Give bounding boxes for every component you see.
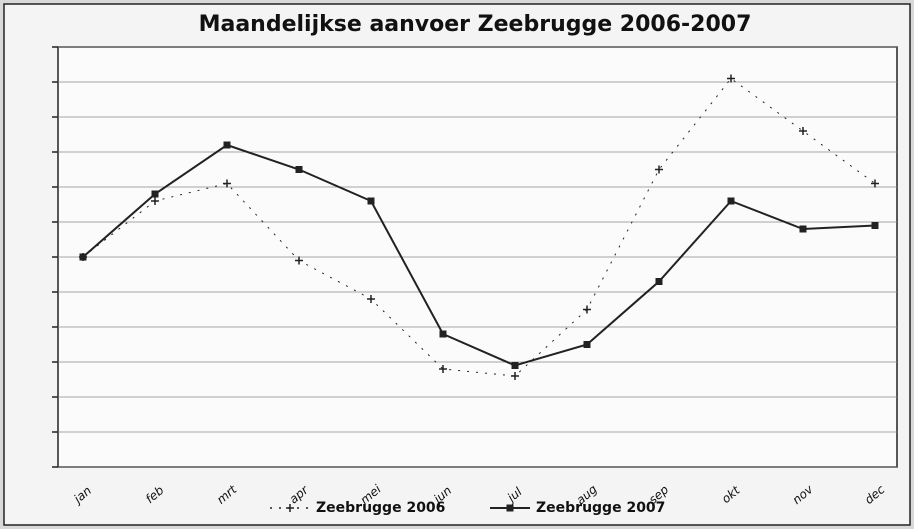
marker xyxy=(727,197,735,205)
marker xyxy=(367,295,375,303)
marker xyxy=(223,179,231,188)
marker xyxy=(151,190,159,198)
marker xyxy=(439,365,447,373)
legend-marker xyxy=(286,504,294,512)
marker xyxy=(151,197,159,205)
marker xyxy=(727,74,735,83)
marker xyxy=(583,341,591,348)
marker xyxy=(871,179,879,188)
marker xyxy=(511,362,519,369)
marker xyxy=(583,305,591,314)
marker xyxy=(655,165,663,174)
marker xyxy=(511,372,519,380)
marker xyxy=(871,222,879,229)
marker xyxy=(655,278,663,285)
series-line xyxy=(82,143,876,367)
marker xyxy=(295,256,303,265)
marker xyxy=(439,330,447,338)
marker xyxy=(79,253,87,261)
chart-title: Maandelijkse aanvoer Zeebrugge 2006-2007 xyxy=(199,12,752,37)
legend-label: Zeebrugge 2006 xyxy=(316,500,445,516)
marker xyxy=(295,166,303,173)
marker xyxy=(367,197,375,205)
marker xyxy=(799,127,807,135)
legend-marker xyxy=(506,504,514,512)
marker xyxy=(223,141,231,149)
legend-label: Zeebrugge 2007 xyxy=(536,500,665,516)
marker xyxy=(799,225,807,233)
